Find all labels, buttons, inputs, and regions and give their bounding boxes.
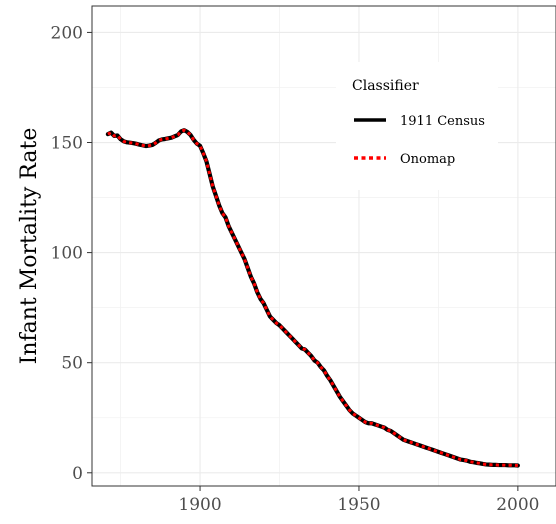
panel-border — [91, 5, 556, 487]
x-axis-ticks: 1900 1950 2000 — [178, 486, 539, 515]
series-layer — [105, 128, 520, 468]
x-tick-label: 1900 — [178, 495, 221, 515]
y-tick-label: 150 — [51, 134, 83, 154]
legend: Classifier 1911 Census Onomap — [336, 62, 498, 190]
legend-title: Classifier — [352, 78, 419, 94]
series-line-onomap — [107, 128, 518, 468]
y-tick-label: 200 — [51, 23, 83, 43]
y-tick-label: 50 — [61, 354, 83, 374]
x-tick-label: 2000 — [496, 495, 539, 515]
legend-background — [336, 62, 498, 190]
y-axis-ticks: 0 50 100 150 200 — [51, 23, 92, 484]
y-tick-label: 100 — [51, 244, 83, 264]
x-tick-label: 1950 — [337, 495, 380, 515]
y-tick-label: 0 — [72, 464, 83, 484]
legend-label-onomap: Onomap — [400, 152, 455, 167]
legend-label-1911-census: 1911 Census — [400, 114, 485, 129]
y-axis-title: Infant Mortality Rate — [17, 128, 42, 365]
